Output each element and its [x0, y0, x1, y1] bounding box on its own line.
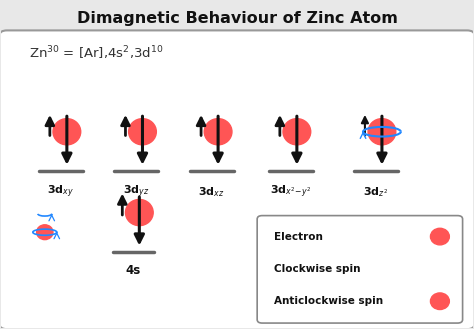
Text: 4s: 4s [126, 264, 141, 277]
Ellipse shape [36, 225, 53, 240]
Text: 3d$_{xy}$: 3d$_{xy}$ [47, 184, 74, 200]
Text: 3d$_{yz}$: 3d$_{yz}$ [123, 184, 149, 200]
Text: Clockwise spin: Clockwise spin [273, 264, 360, 274]
FancyBboxPatch shape [0, 30, 474, 329]
Ellipse shape [126, 199, 153, 226]
Text: 3d$_{x^2\!-\!y^2}$: 3d$_{x^2\!-\!y^2}$ [270, 184, 311, 200]
FancyBboxPatch shape [257, 215, 463, 323]
Ellipse shape [368, 119, 396, 145]
Text: 3d$_{z^2}$: 3d$_{z^2}$ [363, 185, 388, 199]
Text: 3d$_{xz}$: 3d$_{xz}$ [199, 185, 225, 199]
Text: Electron: Electron [273, 232, 322, 241]
Ellipse shape [430, 228, 449, 245]
Text: Anticlockwise spin: Anticlockwise spin [273, 296, 383, 306]
Ellipse shape [53, 119, 81, 145]
Text: Zn$^{30}$ = [Ar],4s$^{2}$,3d$^{10}$: Zn$^{30}$ = [Ar],4s$^{2}$,3d$^{10}$ [29, 44, 164, 62]
Ellipse shape [430, 293, 449, 310]
Ellipse shape [204, 119, 232, 145]
Ellipse shape [283, 119, 311, 145]
Ellipse shape [128, 119, 156, 145]
Text: Dimagnetic Behaviour of Zinc Atom: Dimagnetic Behaviour of Zinc Atom [77, 11, 397, 26]
